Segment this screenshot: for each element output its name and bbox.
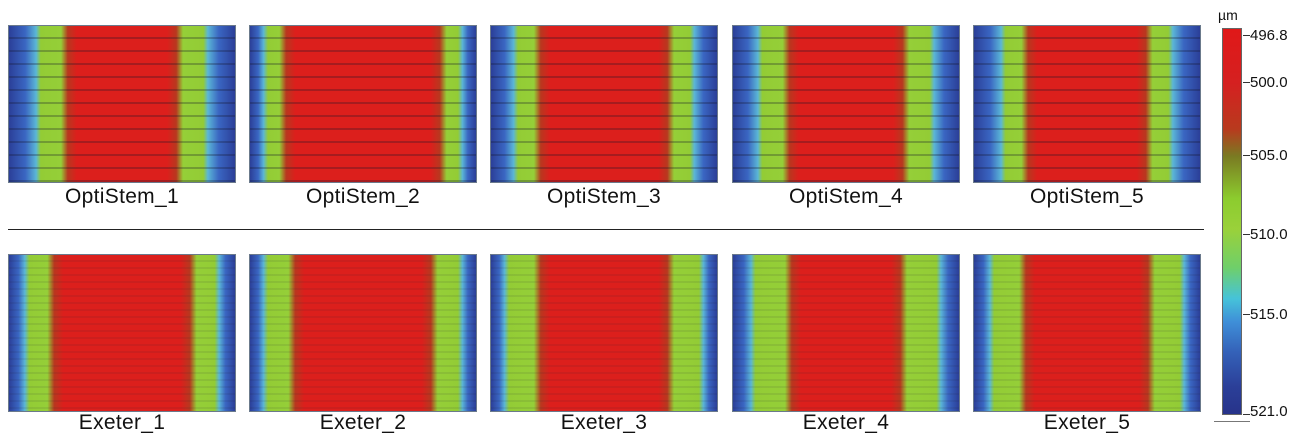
- scale-tick-label: 510.0: [1250, 226, 1288, 243]
- heatmap-panel-optistem-3: [490, 25, 718, 183]
- scale-tick: [1243, 414, 1250, 415]
- heatmap-panel-optistem-1: [8, 25, 236, 183]
- scale-tick-label: 505.0: [1250, 147, 1288, 164]
- scale-tick-label: 521.0: [1250, 403, 1288, 420]
- heatmap-panel-exeter-2: [249, 254, 477, 412]
- scale-tick: [1243, 82, 1250, 83]
- caption-optistem-3: OptiStem_3: [547, 185, 661, 208]
- scale-tick: [1243, 155, 1250, 156]
- scale-tick: [1243, 314, 1250, 315]
- caption-optistem-1: OptiStem_1: [65, 185, 179, 208]
- caption-optistem-2: OptiStem_2: [306, 185, 420, 208]
- caption-exeter-5: Exeter_5: [1043, 411, 1131, 434]
- caption-exeter-4: Exeter_4: [802, 411, 890, 434]
- caption-optistem-5: OptiStem_5: [1030, 185, 1144, 208]
- caption-exeter-1: Exeter_1: [78, 411, 166, 434]
- heatmap-panel-optistem-5: [973, 25, 1201, 183]
- scale-unit-label: µm: [1218, 7, 1238, 23]
- scale-tick-label: 500.0: [1250, 74, 1288, 91]
- heatmap-panel-optistem-2: [249, 25, 477, 183]
- heatmap-panel-exeter-1: [8, 254, 236, 412]
- color-scale-bar: [1222, 28, 1242, 415]
- caption-exeter-3: Exeter_3: [560, 411, 648, 434]
- scale-tick-label: 496.8: [1250, 27, 1288, 44]
- scale-tick: [1243, 35, 1250, 36]
- caption-exeter-2: Exeter_2: [319, 411, 407, 434]
- heatmap-panel-exeter-3: [490, 254, 718, 412]
- row-divider: [8, 229, 1204, 230]
- scale-tick-label: 515.0: [1250, 306, 1288, 323]
- scale-tick: [1243, 234, 1250, 235]
- scale-baseline: [1214, 421, 1250, 422]
- heatmap-panel-exeter-5: [973, 254, 1201, 412]
- heatmap-panel-exeter-4: [732, 254, 960, 412]
- caption-optistem-4: OptiStem_4: [789, 185, 903, 208]
- heatmap-panel-optistem-4: [732, 25, 960, 183]
